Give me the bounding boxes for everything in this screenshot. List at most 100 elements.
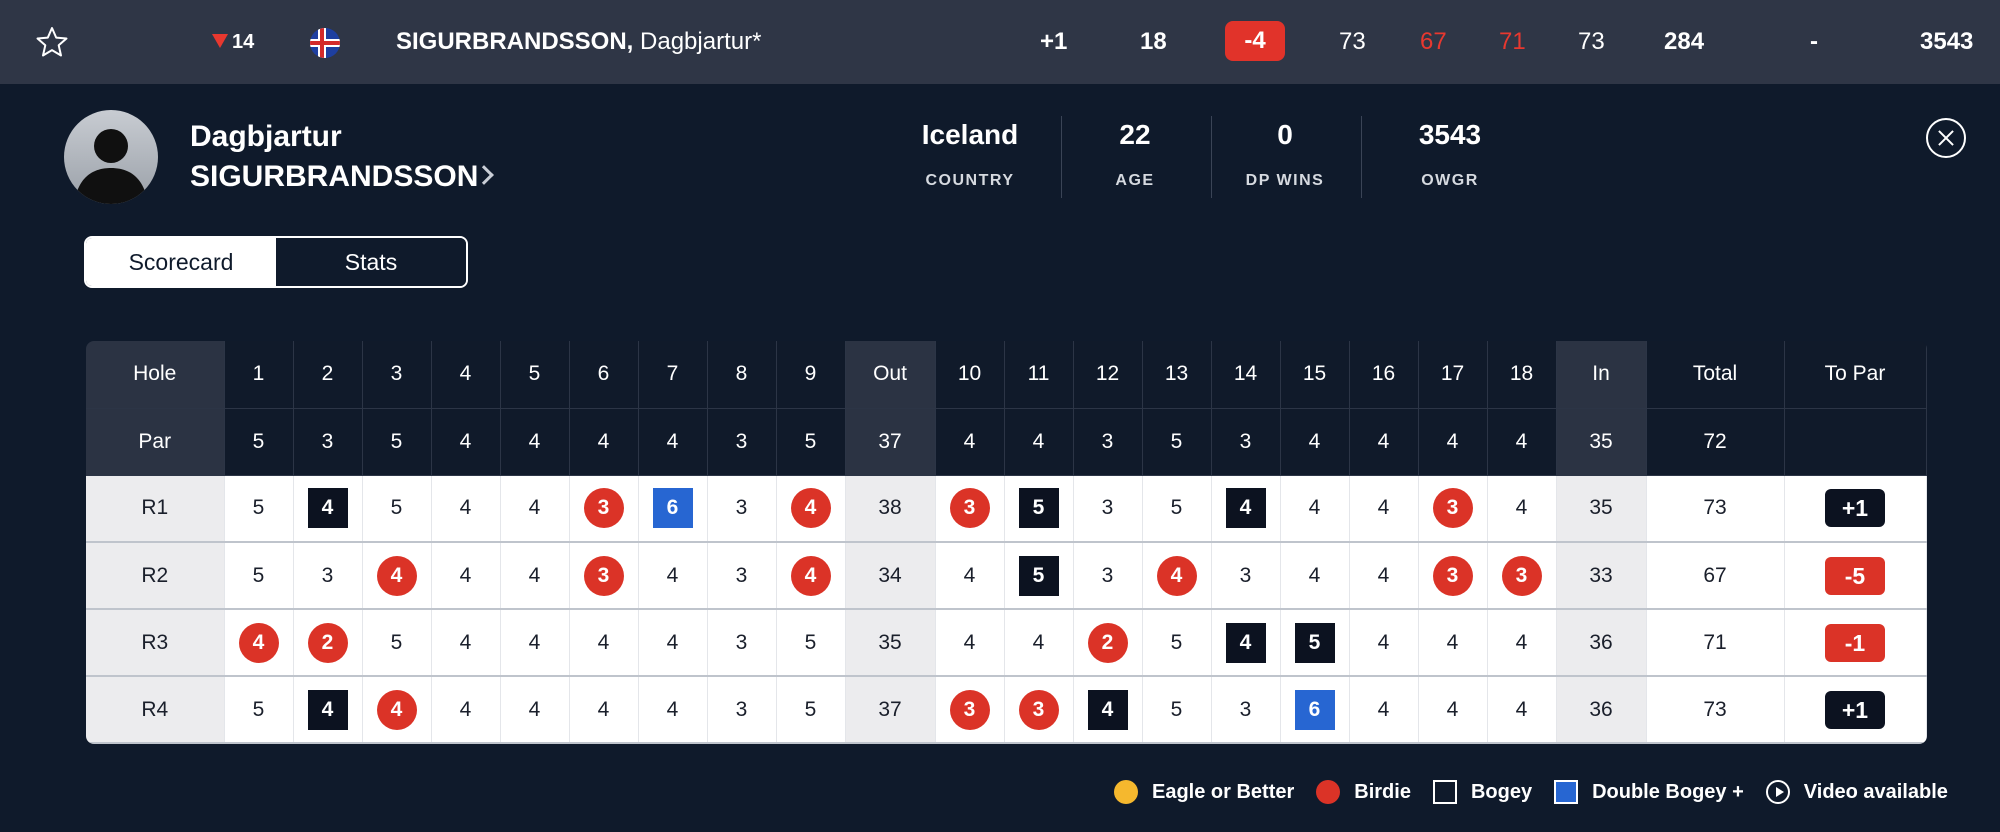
round-to-par-cell: +1 — [1784, 676, 1927, 744]
to-par-label: To Par — [1784, 341, 1927, 409]
out-label: Out — [845, 341, 936, 409]
player-name[interactable]: SIGURBRANDSSON, Dagbjartur* — [396, 0, 761, 84]
round-out-total: 35 — [845, 609, 936, 677]
hole-score-cell: 4 — [1142, 542, 1212, 610]
round-in-total: 36 — [1556, 609, 1647, 677]
par-total: 72 — [1646, 408, 1785, 476]
round-total: 73 — [1646, 676, 1785, 744]
hole-score: 3 — [707, 475, 777, 543]
round-1-score: 73 — [1339, 28, 1366, 55]
birdie-score: 3 — [949, 488, 990, 529]
birdie-score: 2 — [1087, 622, 1128, 663]
hole-score: 4 — [1349, 475, 1419, 543]
hole-score: 4 — [1004, 609, 1074, 677]
hole-score: 4 — [1280, 542, 1350, 610]
star-icon[interactable] — [36, 26, 68, 58]
round-total: 67 — [1646, 542, 1785, 610]
stat-age: 22 AGE — [1075, 118, 1195, 190]
round-3-score: 71 — [1499, 28, 1526, 55]
hole-score: 3 — [707, 676, 777, 744]
empty-column-dash: - — [1810, 28, 1818, 55]
leaderboard-row[interactable]: 14 SIGURBRANDSSON, Dagbjartur* +1 18 -4 … — [0, 0, 2000, 84]
tab-stats[interactable]: Stats — [276, 238, 466, 286]
total-score: 284 — [1664, 28, 1705, 55]
hole-score: 3 — [1073, 542, 1143, 610]
hole-score: 4 — [431, 609, 501, 677]
hole-score-cell: 4 — [362, 676, 432, 744]
hole-score-cell: 4 — [1211, 609, 1281, 677]
hole-score: 4 — [569, 609, 639, 677]
close-icon[interactable] — [1926, 118, 1966, 158]
hole-score: 4 — [569, 676, 639, 744]
hole-score: 4 — [431, 475, 501, 543]
hole-number: 15 — [1280, 341, 1350, 409]
stat-owgr-value: 3543 — [1418, 119, 1482, 150]
round-total: 73 — [1646, 475, 1785, 543]
hole-score: 4 — [1487, 609, 1557, 677]
eagle-swatch-icon — [1114, 780, 1138, 804]
hole-header-row: Hole 1 2 3 4 5 6 7 8 9 Out 10 11 12 13 14 15 16 17 18 In Tota… — [86, 341, 1927, 409]
par-value: 3 — [1211, 408, 1281, 476]
hole-score: 5 — [224, 676, 294, 744]
player-last-name[interactable]: SIGURBRANDSSON — [190, 160, 479, 193]
birdie-score: 4 — [1156, 555, 1197, 596]
par-in-total: 35 — [1556, 408, 1647, 476]
round-row: R2 5 3 4 4 4 3 4 3 4 34 4 5 3 4 3 4 4 3 3 33 67 -5 — [86, 542, 1927, 610]
hole-score: 4 — [431, 542, 501, 610]
birdie-score: 2 — [307, 622, 348, 663]
total-label: Total — [1646, 341, 1785, 409]
par-value: 4 — [1349, 408, 1419, 476]
hole-number: 13 — [1142, 341, 1212, 409]
stat-owgr: 3543 OWGR — [1390, 118, 1510, 190]
hole-number: 2 — [293, 341, 363, 409]
position-move: 14 — [232, 31, 255, 53]
hole-score-cell: 6 — [638, 475, 708, 543]
round-label: R1 — [86, 475, 225, 543]
legend-item: Birdie — [1316, 780, 1411, 804]
hole-score: 4 — [431, 676, 501, 744]
par-value: 4 — [1004, 408, 1074, 476]
birdie-score: 3 — [1432, 555, 1473, 596]
hole-score: 3 — [1211, 676, 1281, 744]
hole-score: 3 — [1211, 542, 1281, 610]
in-label: In — [1556, 341, 1647, 409]
tab-scorecard[interactable]: Scorecard — [86, 238, 276, 286]
legend-label: Double Bogey + — [1592, 780, 1744, 803]
round-row: R1 5 4 5 4 4 3 6 3 4 38 3 5 3 5 4 4 4 3 4 35 73 +1 — [86, 475, 1927, 543]
par-to-par — [1784, 408, 1927, 476]
hole-number: 3 — [362, 341, 432, 409]
hole-score-cell: 6 — [1280, 676, 1350, 744]
par-value: 4 — [431, 408, 501, 476]
stat-country-label: COUNTRY — [925, 172, 1015, 189]
round-out-total: 34 — [845, 542, 936, 610]
stat-age-label: AGE — [1115, 172, 1155, 189]
round-to-par-badge: +1 — [1825, 489, 1885, 528]
birdie-score: 4 — [376, 689, 417, 730]
par-value: 4 — [1418, 408, 1488, 476]
hole-label: Hole — [86, 341, 225, 409]
play-circle-icon — [1765, 780, 1790, 804]
stat-divider — [1361, 116, 1362, 198]
par-value: 5 — [362, 408, 432, 476]
hole-score-cell: 4 — [293, 475, 363, 543]
birdie-score: 4 — [790, 555, 831, 596]
hole-score: 4 — [935, 609, 1005, 677]
today-score-badge: -4 — [1225, 21, 1285, 61]
bogey-score: 4 — [1225, 488, 1266, 529]
hole-number: 6 — [569, 341, 639, 409]
hole-score-cell: 4 — [1073, 676, 1143, 744]
bogey-score: 4 — [1087, 689, 1128, 730]
round-out-total: 38 — [845, 475, 936, 543]
par-out-total: 37 — [845, 408, 936, 476]
hole-score-cell: 4 — [1211, 475, 1281, 543]
hole-score: 4 — [500, 542, 570, 610]
round-label: R4 — [86, 676, 225, 744]
par-value: 4 — [638, 408, 708, 476]
hole-score: 3 — [707, 609, 777, 677]
hole-score-cell: 4 — [224, 609, 294, 677]
hole-number: 10 — [935, 341, 1005, 409]
par-value: 3 — [293, 408, 363, 476]
scorecard-table: Hole 1 2 3 4 5 6 7 8 9 Out 10 11 12 13 14 15 16 17 18 In Tota… — [86, 341, 1927, 744]
hole-number: 4 — [431, 341, 501, 409]
avatar-silhouette-icon — [74, 129, 148, 204]
